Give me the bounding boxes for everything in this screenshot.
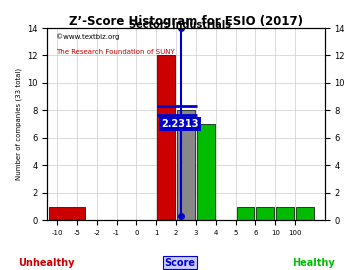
Bar xyxy=(157,55,175,220)
Bar xyxy=(237,207,255,220)
Text: Healthy: Healthy xyxy=(292,258,334,268)
Bar xyxy=(49,207,85,220)
Bar xyxy=(177,110,195,220)
Bar xyxy=(296,207,314,220)
Text: Unhealthy: Unhealthy xyxy=(19,258,75,268)
Bar xyxy=(256,207,274,220)
Text: Score: Score xyxy=(165,258,195,268)
Text: 2.2313: 2.2313 xyxy=(161,119,199,129)
Title: Z’-Score Histogram for ESIO (2017): Z’-Score Histogram for ESIO (2017) xyxy=(69,15,303,28)
Text: ©www.textbiz.org: ©www.textbiz.org xyxy=(55,34,119,40)
Text: The Research Foundation of SUNY: The Research Foundation of SUNY xyxy=(55,49,174,55)
Bar xyxy=(276,207,294,220)
Text: Sector: Industrials: Sector: Industrials xyxy=(129,20,231,30)
Bar xyxy=(197,124,215,220)
Y-axis label: Number of companies (33 total): Number of companies (33 total) xyxy=(15,68,22,180)
